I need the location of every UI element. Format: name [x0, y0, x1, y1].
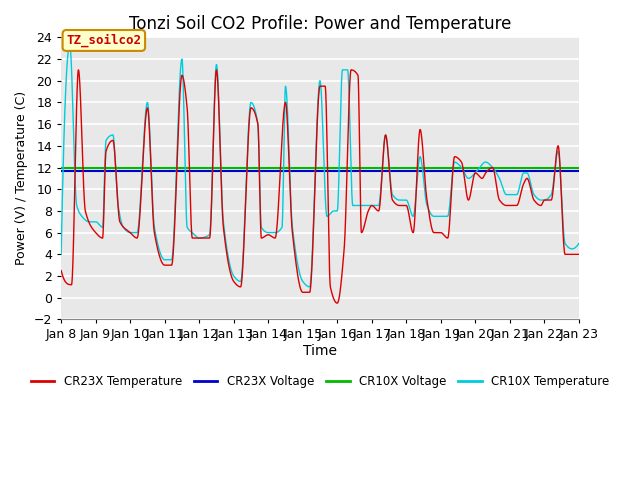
- Title: Tonzi Soil CO2 Profile: Power and Temperature: Tonzi Soil CO2 Profile: Power and Temper…: [129, 15, 511, 33]
- X-axis label: Time: Time: [303, 344, 337, 358]
- Text: TZ_soilco2: TZ_soilco2: [67, 34, 141, 47]
- Legend: CR23X Temperature, CR23X Voltage, CR10X Voltage, CR10X Temperature: CR23X Temperature, CR23X Voltage, CR10X …: [26, 370, 614, 393]
- Y-axis label: Power (V) / Temperature (C): Power (V) / Temperature (C): [15, 91, 28, 265]
